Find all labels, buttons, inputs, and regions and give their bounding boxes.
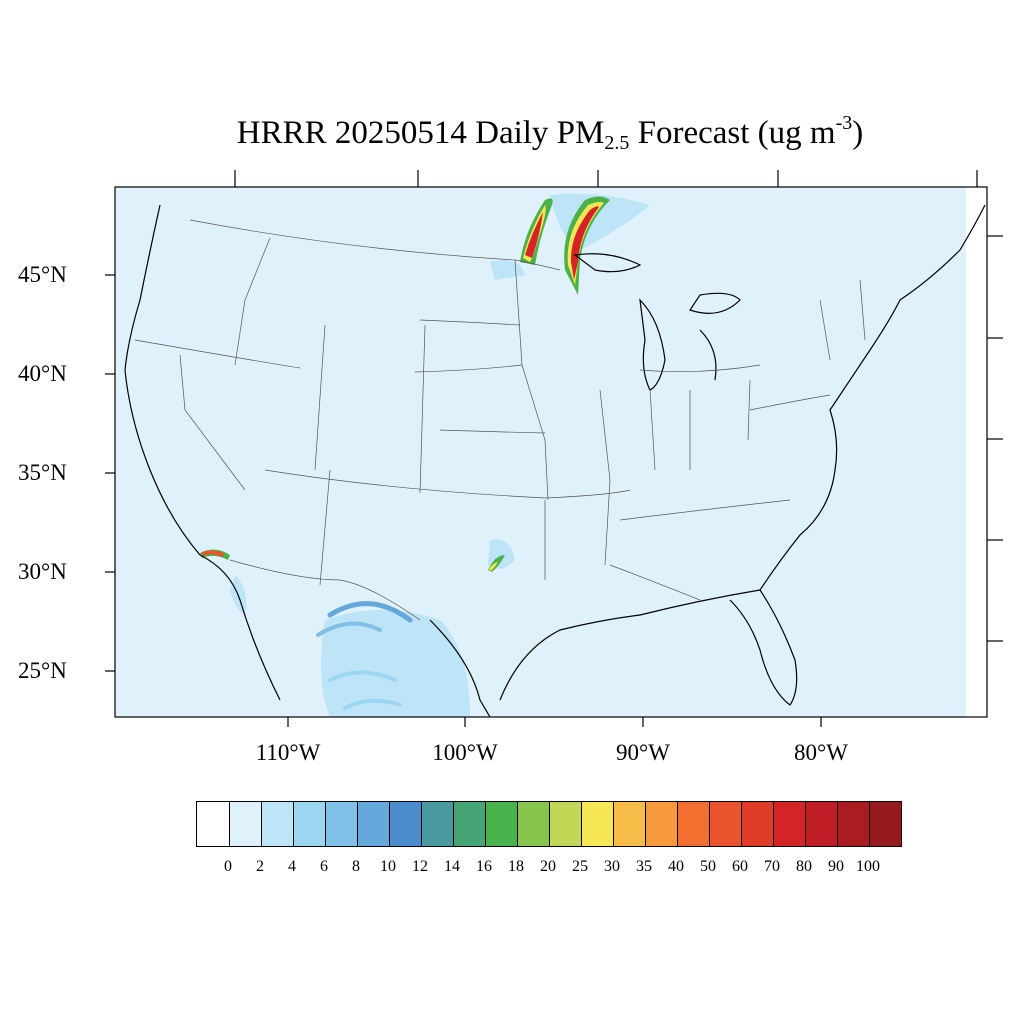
colorbar-label: 40 [668, 858, 684, 875]
map-title: HRRR 20250514 Daily PM2.5 Forecast (ug m… [0, 112, 1024, 155]
colorbar-box [677, 802, 709, 846]
title-superscript: -3 [835, 112, 853, 134]
title-subscript: 2.5 [604, 132, 630, 154]
colorbar-box [229, 802, 261, 846]
colorbar-box [709, 802, 741, 846]
lon-label-80: 80°W [794, 740, 848, 765]
colorbar-box [773, 802, 805, 846]
colorbar-box [421, 802, 453, 846]
colorbar-label: 14 [444, 858, 460, 875]
colorbar-box [869, 802, 901, 846]
coastlines [124, 204, 986, 717]
colorbar-box [197, 802, 229, 846]
colorbar-label: 100 [856, 858, 880, 875]
colorbar-box [837, 802, 869, 846]
lon-label-100: 100°W [432, 740, 498, 765]
title-units: Forecast (ug m [629, 115, 836, 151]
colorbar-label: 10 [380, 858, 396, 875]
lat-label-30: 30°N [18, 559, 67, 584]
axis-ticks [105, 170, 1003, 727]
colorbar-box [517, 802, 549, 846]
lat-label-45: 45°N [18, 262, 67, 287]
southwest-plume [200, 549, 230, 560]
colorbar-label: 35 [636, 858, 652, 875]
colorbar [196, 801, 902, 847]
colorbar-label: 16 [476, 858, 492, 875]
state-borders [134, 219, 866, 621]
map-background [115, 187, 987, 717]
texas-plume [488, 555, 505, 572]
colorbar-label: 20 [540, 858, 556, 875]
lat-label-40: 40°N [18, 361, 67, 386]
map-area [115, 187, 987, 717]
mexico-plumes [316, 601, 413, 710]
lon-label-90: 90°W [616, 740, 670, 765]
colorbar-label: 60 [732, 858, 748, 875]
colorbar-box [453, 802, 485, 846]
title-text: HRRR 20250514 Daily PM [236, 115, 605, 151]
colorbar-box [805, 802, 837, 846]
colorbar-label: 6 [320, 858, 328, 875]
colorbar-label: 80 [796, 858, 812, 875]
colorbar-label: 70 [764, 858, 780, 875]
colorbar-box [261, 802, 293, 846]
map-border [114, 186, 988, 718]
colorbar-box [613, 802, 645, 846]
domain-edge [966, 187, 987, 717]
colorbar-box [581, 802, 613, 846]
colorbar-box [325, 802, 357, 846]
minnesota-east-plume [564, 196, 610, 295]
title-suffix: ) [852, 115, 864, 151]
colorbar-label: 0 [224, 858, 232, 875]
colorbar-box [741, 802, 773, 846]
colorbar-box [389, 802, 421, 846]
colorbar-label: 2 [256, 858, 264, 875]
minnesota-west-plume [520, 198, 553, 265]
colorbar-label: 4 [288, 858, 296, 875]
colorbar-label: 25 [572, 858, 588, 875]
colorbar-label: 12 [412, 858, 428, 875]
colorbar-box [645, 802, 677, 846]
colorbar-label: 8 [352, 858, 360, 875]
lon-label-110: 110°W [255, 740, 321, 765]
colorbar-label: 90 [828, 858, 844, 875]
colorbar-box [485, 802, 517, 846]
colorbar-label: 18 [508, 858, 524, 875]
lat-label-35: 35°N [18, 460, 67, 485]
lat-label-25: 25°N [18, 658, 67, 683]
colorbar-box [293, 802, 325, 846]
colorbar-box [549, 802, 581, 846]
colorbar-box [357, 802, 389, 846]
colorbar-label: 30 [604, 858, 620, 875]
colorbar-label: 50 [700, 858, 716, 875]
